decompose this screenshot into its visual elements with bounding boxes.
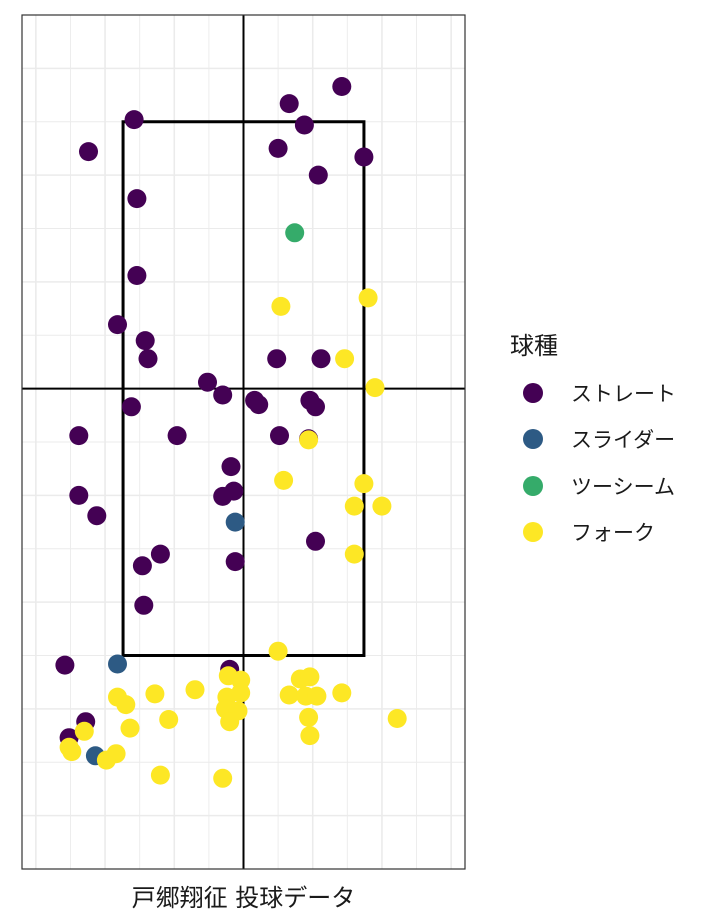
pitch-point (134, 595, 154, 615)
pitch-point (225, 552, 245, 572)
pitch-point (145, 684, 165, 704)
legend-label-2: スライダー (571, 428, 675, 452)
pitch-point (358, 288, 378, 308)
pitch-point (332, 77, 352, 96)
pitch-point (225, 512, 245, 532)
pitch-point (150, 765, 170, 785)
pitch-point (167, 426, 187, 446)
pitch-point (300, 667, 320, 687)
pitch-point (299, 430, 319, 450)
x-axis-label: 戸郷翔征 投球データ (132, 884, 356, 912)
legend-label-4: フォーク (571, 521, 655, 545)
pitch-point (108, 315, 127, 335)
pitch-point (306, 531, 325, 551)
pitch-point (220, 712, 240, 732)
pitch-point (213, 385, 233, 405)
pitch-point (354, 147, 374, 167)
pitch-point (306, 397, 325, 417)
pitch-point (231, 683, 251, 703)
pitch-point (270, 426, 289, 446)
strike-zone (121, 120, 366, 657)
pitch-point (108, 654, 127, 674)
pitch-point (365, 378, 385, 398)
plot-panel-border (21, 14, 466, 870)
legend-title: 球種 (510, 332, 558, 360)
pitch-point (279, 685, 299, 705)
pitch-point (300, 726, 320, 746)
pitch-point (268, 641, 288, 661)
pitch-point (311, 349, 331, 369)
pitch-point (124, 110, 144, 130)
pitch-point (344, 496, 364, 516)
pitch-point (271, 296, 291, 316)
pitch-point (159, 710, 179, 729)
pitch-point (344, 544, 364, 564)
pitch-point (279, 94, 299, 114)
pitch-point (96, 750, 116, 770)
pitch-point (121, 397, 141, 417)
pitch-point (79, 142, 98, 162)
pitch-point (299, 707, 319, 727)
pitch-point (74, 721, 94, 741)
pitch-point (354, 474, 374, 494)
legend-key-2 (523, 429, 543, 449)
pitch-point (127, 266, 147, 285)
legend-label-1: ストレート (571, 382, 676, 406)
pitch-point (308, 165, 328, 185)
pitch-point (135, 331, 155, 351)
pitch-point (116, 695, 136, 715)
legend-key-4 (523, 522, 543, 542)
pitch-point (387, 709, 407, 728)
pitch-point (274, 470, 294, 490)
pitch-points (55, 77, 407, 788)
pitch-point (335, 349, 355, 369)
pitch-point (138, 349, 158, 369)
pitch-point (185, 680, 205, 700)
pitch-point (307, 686, 327, 706)
pitch-point (87, 506, 107, 526)
pitch-point (221, 457, 241, 477)
pitch-point (198, 372, 217, 392)
pitch-point (69, 426, 89, 446)
legend-key-3 (523, 476, 543, 496)
pitch-point (127, 189, 147, 209)
pitch-point (294, 115, 314, 135)
pitch-point (69, 485, 89, 505)
pitch-point (267, 349, 287, 369)
pitch-point (55, 655, 75, 675)
pitch-point (150, 544, 170, 564)
strike-zone-layer (22, 15, 465, 869)
pitch-point (285, 223, 305, 243)
pitch-point (213, 768, 233, 788)
pitch-point (332, 683, 352, 703)
legend-key-1 (523, 383, 543, 403)
pitch-point (120, 718, 140, 738)
pitch-point (62, 742, 82, 762)
pitch-point (249, 395, 269, 415)
legend-label-3: ツーシーム (571, 475, 675, 499)
pitch-point (132, 556, 152, 576)
pitch-point (372, 496, 392, 516)
pitch-point (213, 486, 233, 506)
pitch-point (268, 138, 288, 158)
